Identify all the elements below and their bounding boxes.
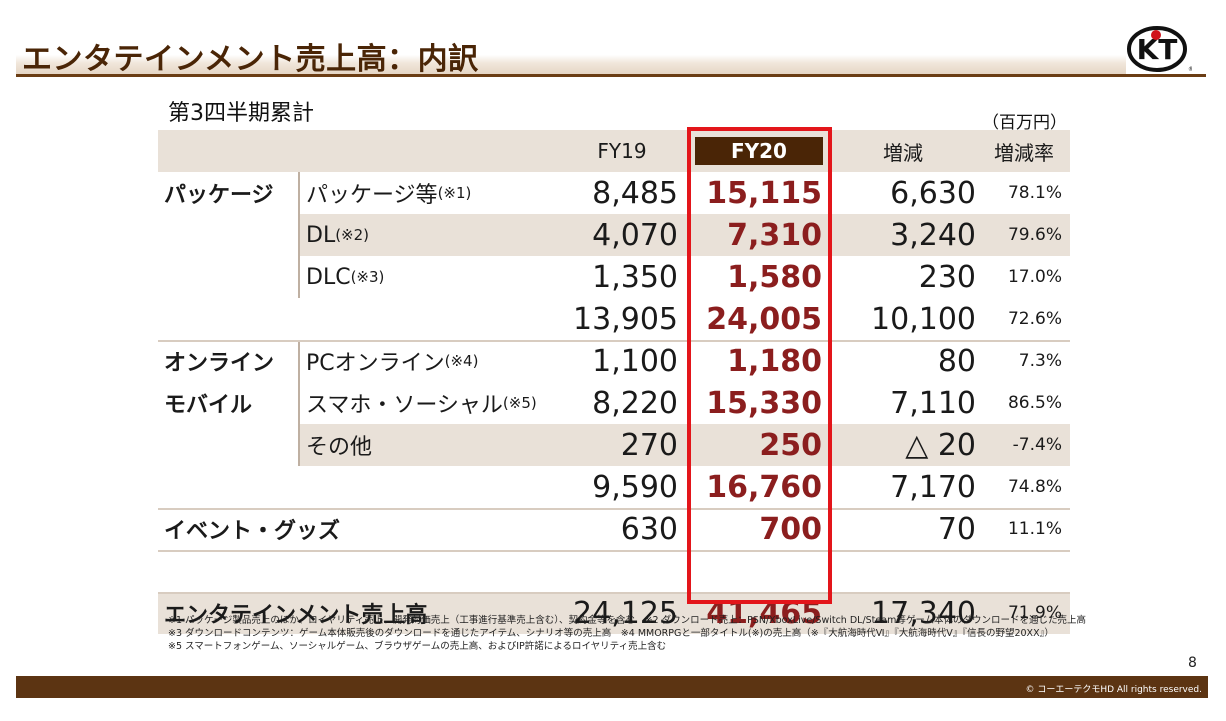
value-fy20: 250 (759, 427, 822, 463)
copyright: © コーエーテクモHD All rights reserved. (1025, 685, 1202, 695)
value-fy20: 1,580 (727, 259, 822, 295)
value-diff: 3,240 (890, 217, 976, 253)
value-diff: 70 (937, 511, 976, 547)
page-title: エンタテインメント売上高：内訳 (22, 42, 479, 77)
value-fy19: 630 (620, 511, 678, 547)
table-row-subtotal: 13,905 24,005 10,100 72.6% (158, 298, 1070, 340)
value-diff: 7,170 (890, 469, 976, 505)
value-rate: 78.1% (1007, 183, 1062, 203)
value-rate: 86.5% (1007, 393, 1062, 413)
category-total: エンタテインメント売上高 (164, 603, 428, 628)
table-row: DL (※2) 4,070 7,310 3,240 79.6% (158, 214, 1070, 256)
value-fy20: 15,115 (706, 175, 822, 211)
value-fy20: 24,005 (706, 301, 822, 337)
value-rate: 7.3% (1018, 351, 1062, 371)
unit-label: （百万円） (982, 113, 1067, 133)
header-band (158, 130, 1070, 172)
value-diff: △ 20 (905, 427, 976, 463)
header-diff: 増減 (883, 140, 923, 165)
table-row: その他 270 250 △ 20 -7.4% (158, 424, 1070, 466)
value-fy20: 700 (759, 511, 822, 547)
row-label: DL (※2) (306, 222, 370, 248)
value-diff: 6,630 (890, 175, 976, 211)
value-rate: 72.6% (1007, 309, 1062, 329)
category-mobile: モバイル (164, 393, 253, 418)
band-dl (300, 214, 1070, 256)
value-rate: 71.9% (1007, 603, 1062, 623)
value-fy20: 7,310 (727, 217, 822, 253)
category-online: オンライン (164, 351, 275, 376)
band-total (158, 592, 1070, 634)
value-fy20: 1,180 (727, 343, 822, 379)
footnote-line: ※1 パッケージ製品売上のほか、ロイヤリティ売上、開発対価売上（工事進行基準売上… (168, 615, 1087, 626)
page-number: 8 (1188, 655, 1197, 671)
value-diff: 10,100 (871, 301, 976, 337)
header-fy20: FY20 (695, 137, 823, 165)
divider-online (298, 340, 300, 466)
row-label: PCオンライン (※4) (306, 351, 479, 376)
value-fy19: 8,485 (592, 175, 678, 211)
value-fy19: 270 (620, 427, 678, 463)
svg-text:®: ® (1188, 66, 1192, 73)
value-fy19: 1,350 (592, 259, 678, 295)
footnote-line: ※5 スマートフォンゲーム、ソーシャルゲーム、ブラウザゲームの売上高、およびIP… (168, 641, 667, 652)
table-row: DLC (※3) 1,350 1,580 230 17.0% (158, 256, 1070, 298)
value-fy20: 16,760 (706, 469, 822, 505)
category-event: イベント・グッズ (164, 519, 341, 544)
value-fy20: 15,330 (706, 385, 822, 421)
value-rate: 74.8% (1007, 477, 1062, 497)
value-fy19: 9,590 (592, 469, 678, 505)
value-diff: 17,340 (871, 595, 976, 631)
header-rate: 増減率 (994, 140, 1054, 165)
footnote-line: ※3 ダウンロードコンテンツ：ゲーム本体販売後のダウンロードを通じたアイテム、シ… (168, 628, 1054, 639)
header-fy19: FY19 (597, 139, 647, 163)
value-fy19: 24,125 (573, 595, 678, 631)
table-row: PCオンライン (※4) 1,100 1,180 80 7.3% (158, 340, 1070, 382)
value-fy19: 8,220 (592, 385, 678, 421)
row-label: DLC (※3) (306, 264, 385, 290)
band-sumaho (300, 424, 1070, 466)
footer-bar: © コーエーテクモHD All rights reserved. (16, 676, 1208, 698)
row-label: その他 (306, 435, 373, 460)
row-label: スマホ・ソーシャル (※5) (306, 393, 537, 418)
value-diff: 80 (937, 343, 976, 379)
value-rate: 17.0% (1007, 267, 1062, 287)
title-underline (16, 74, 1206, 77)
subtitle: 第3四半期累計 (168, 101, 314, 126)
table-row: スマホ・ソーシャル (※5) 8,220 15,330 7,110 86.5% (158, 382, 1070, 424)
koei-tecmo-logo: KT ® (1127, 26, 1192, 73)
table-row-subtotal: 9,590 16,760 7,170 74.8% (158, 466, 1070, 508)
value-diff: 230 (918, 259, 976, 295)
value-fy19: 13,905 (573, 301, 678, 337)
category-package: パッケージ (164, 183, 274, 208)
table-row: パッケージ等 (※1) 8,485 15,115 6,630 78.1% (158, 172, 1070, 214)
value-fy19: 1,100 (592, 343, 678, 379)
value-rate: 79.6% (1007, 225, 1062, 245)
title-band (16, 32, 1126, 76)
value-rate: -7.4% (1012, 435, 1062, 455)
header-row: FY19 増減 増減率 (158, 130, 1070, 172)
divider-package (298, 172, 300, 298)
value-diff: 7,110 (890, 385, 976, 421)
value-fy19: 4,070 (592, 217, 678, 253)
footnotes: ※1 パッケージ製品売上のほか、ロイヤリティ売上、開発対価売上（工事進行基準売上… (168, 614, 1168, 653)
value-rate: 11.1% (1007, 519, 1062, 539)
row-label: パッケージ等 (※1) (306, 183, 472, 208)
table-row-event: 630 700 70 11.1% (158, 508, 1070, 550)
